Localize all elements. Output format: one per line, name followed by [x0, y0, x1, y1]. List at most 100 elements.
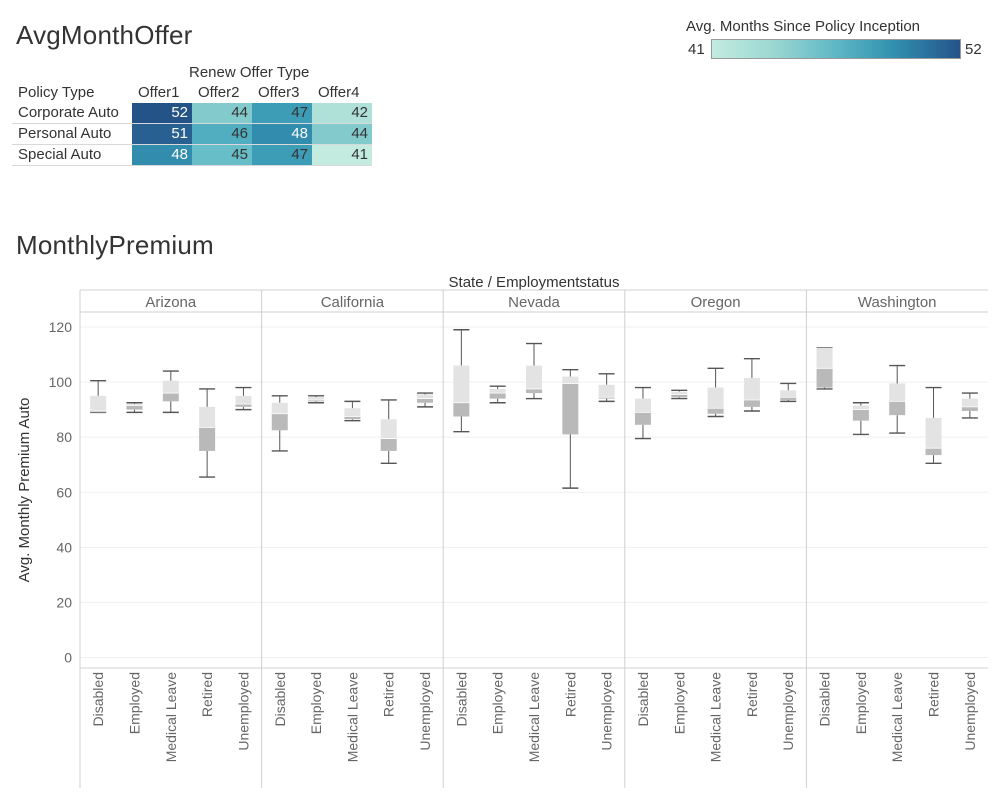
box-lower-half[interactable] [235, 404, 252, 407]
box-lower-half[interactable] [417, 398, 434, 403]
box-upper-half[interactable] [816, 347, 833, 369]
box-upper-half[interactable] [453, 365, 470, 403]
x-category-label: Disabled [90, 672, 106, 726]
heatmap-row-divider [12, 144, 372, 145]
x-category-label: Retired [381, 672, 397, 717]
box-upper-half[interactable] [526, 365, 542, 389]
y-tick-label: 120 [49, 319, 73, 335]
box-lower-half[interactable] [489, 393, 506, 399]
heatmap-row-label: Personal Auto [18, 125, 112, 142]
heatmap-column-label: Offer4 [318, 84, 360, 101]
box-lower-half[interactable] [526, 388, 542, 394]
box-upper-half[interactable] [344, 408, 361, 417]
box-lower-half[interactable] [707, 408, 724, 414]
box-lower-half[interactable] [344, 416, 361, 420]
box-upper-half[interactable] [199, 406, 216, 428]
heatmap-column-label: Offer1 [138, 84, 180, 101]
box-upper-half[interactable] [308, 397, 325, 400]
box-lower-half[interactable] [199, 427, 216, 451]
box-upper-half[interactable] [925, 417, 942, 449]
boxplot-sheet-title: MonthlyPremium [16, 230, 214, 260]
box-lower-half[interactable] [780, 397, 797, 400]
heatmap-cell[interactable]: 51 [132, 124, 192, 144]
boxplot-panel-title: State / Employmentstatus [449, 274, 620, 291]
heatmap-cell[interactable]: 42 [312, 103, 372, 123]
box-upper-half[interactable] [852, 405, 869, 410]
heatmap-cell[interactable]: 48 [252, 124, 312, 144]
box-upper-half[interactable] [126, 404, 143, 406]
box-upper-half[interactable] [271, 402, 288, 414]
x-category-label: Unemployed [417, 672, 433, 751]
box-lower-half[interactable] [889, 401, 906, 416]
x-category-label: Retired [562, 672, 578, 717]
heatmap-cell[interactable]: 46 [192, 124, 252, 144]
heatmap-cell[interactable]: 41 [312, 145, 372, 165]
heatmap-cell[interactable]: 47 [252, 145, 312, 165]
box-upper-half[interactable] [162, 380, 179, 394]
box-lower-half[interactable] [671, 394, 688, 398]
box-lower-half[interactable] [598, 397, 615, 399]
x-category-label: Employed [308, 672, 324, 734]
heatmap-cell[interactable]: 47 [252, 103, 312, 123]
box-lower-half[interactable] [453, 402, 470, 417]
y-tick-label: 40 [56, 539, 72, 555]
box-upper-half[interactable] [235, 395, 252, 405]
box-upper-half[interactable] [489, 388, 506, 394]
box-upper-half[interactable] [671, 391, 688, 395]
heatmap-cell[interactable]: 45 [192, 145, 252, 165]
box-upper-half[interactable] [889, 383, 906, 402]
heatmap-cell[interactable]: 44 [192, 103, 252, 123]
x-category-label: Disabled [272, 672, 288, 726]
box-upper-half[interactable] [598, 384, 615, 398]
heatmap-row-label: Corporate Auto [18, 104, 119, 121]
color-legend-gradient[interactable] [711, 39, 961, 59]
box-upper-half[interactable] [707, 387, 724, 409]
box-lower-half[interactable] [126, 405, 143, 410]
box-lower-half[interactable] [961, 406, 978, 412]
box-upper-half[interactable] [961, 398, 978, 407]
box-upper-half[interactable] [634, 398, 651, 413]
box-lower-half[interactable] [562, 383, 579, 435]
box-lower-half[interactable] [925, 448, 942, 456]
x-category-label: Retired [744, 672, 760, 717]
x-category-label: Disabled [635, 672, 651, 726]
box-lower-half[interactable] [271, 413, 288, 431]
x-category-label: Medical Leave [526, 672, 542, 762]
y-axis-title: Avg. Monthly Premium Auto [16, 398, 33, 583]
x-category-label: Employed [490, 672, 506, 734]
y-tick-label: 100 [49, 374, 73, 390]
box-lower-half[interactable] [308, 399, 325, 402]
x-category-label: Retired [199, 672, 215, 717]
y-tick-label: 60 [56, 484, 72, 500]
box-upper-half[interactable] [90, 395, 107, 412]
state-header-label: Arizona [145, 294, 197, 311]
x-category-label: Retired [926, 672, 942, 717]
heatmap-cell[interactable]: 52 [132, 103, 192, 123]
x-category-label: Medical Leave [163, 672, 179, 762]
box-upper-half[interactable] [417, 394, 434, 399]
heatmap-sheet-title: AvgMonthOffer [16, 20, 193, 50]
x-category-label: Medical Leave [708, 672, 724, 762]
x-category-label: Medical Leave [344, 672, 360, 762]
heatmap-cell[interactable]: 48 [132, 145, 192, 165]
box-lower-half[interactable] [90, 411, 107, 413]
state-header-label: Oregon [691, 294, 741, 311]
y-tick-label: 80 [56, 429, 72, 445]
heatmap-cell[interactable]: 44 [312, 124, 372, 144]
box-lower-half[interactable] [380, 438, 397, 451]
box-lower-half[interactable] [816, 368, 833, 388]
box-lower-half[interactable] [852, 409, 869, 421]
box-lower-half[interactable] [743, 399, 760, 407]
x-category-label: Employed [853, 672, 869, 734]
box-upper-half[interactable] [780, 390, 797, 398]
box-lower-half[interactable] [162, 393, 179, 402]
heatmap-row-label: Special Auto [18, 146, 102, 163]
box-lower-half[interactable] [634, 412, 651, 425]
y-tick-label: 0 [64, 650, 72, 666]
x-category-label: Disabled [453, 672, 469, 726]
x-category-label: Unemployed [962, 672, 978, 751]
box-upper-half[interactable] [743, 377, 760, 400]
box-upper-half[interactable] [562, 376, 579, 384]
state-header-label: Washington [858, 294, 937, 311]
box-upper-half[interactable] [380, 419, 397, 439]
